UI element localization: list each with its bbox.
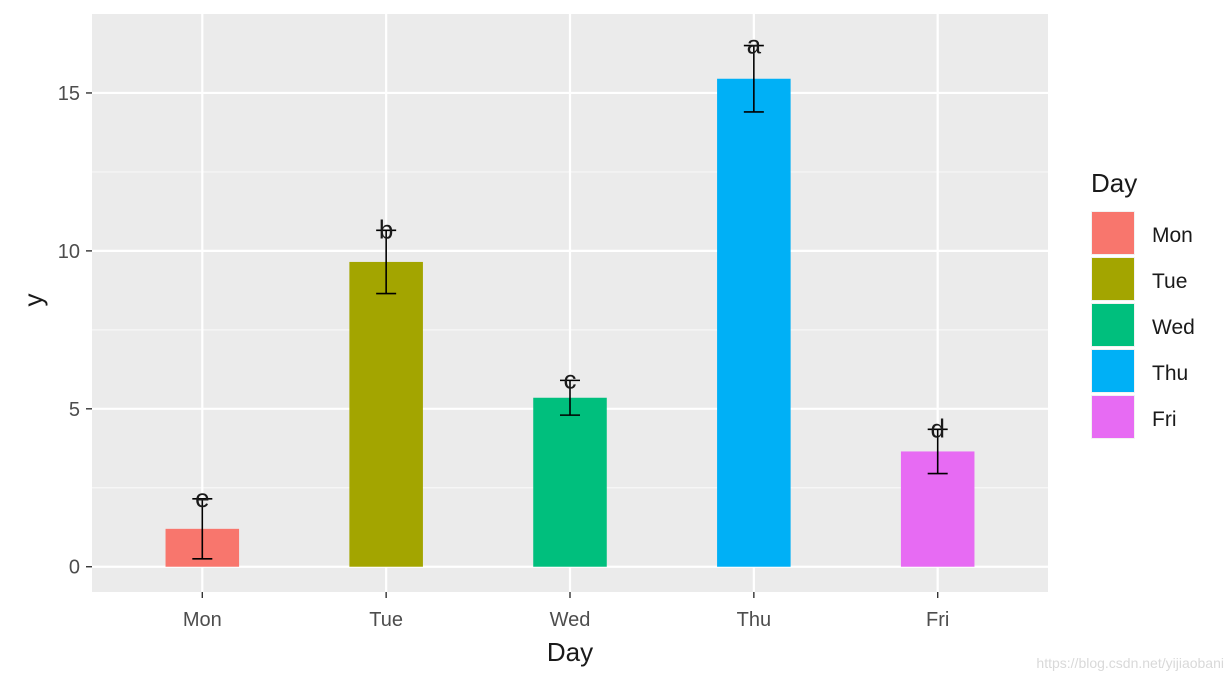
legend-item-wed: Wed <box>1091 303 1195 347</box>
legend-swatch <box>1092 396 1134 438</box>
legend-title: Day <box>1091 168 1137 198</box>
watermark: https://blog.csdn.net/yijiaobani <box>1036 655 1224 671</box>
x-axis: Mon Tue Wed Thu Fri <box>183 592 949 631</box>
error-bar <box>376 229 397 295</box>
legend-label: Mon <box>1152 224 1193 247</box>
significance-label: d <box>930 413 944 443</box>
legend: Day Mon Tue Wed Thu Fri <box>1091 168 1195 439</box>
bar-thu <box>717 78 791 567</box>
x-tick-label: Fri <box>926 609 949 631</box>
y-tick-label: 15 <box>58 83 80 105</box>
legend-item-thu: Thu <box>1091 349 1188 393</box>
y-axis: 0 5 10 15 <box>58 83 92 579</box>
legend-swatch <box>1092 350 1134 392</box>
legend-label: Fri <box>1152 408 1177 431</box>
legend-swatch <box>1092 212 1134 254</box>
error-bars <box>192 44 948 560</box>
y-axis-title: y <box>18 294 48 307</box>
y-tick-label: 5 <box>69 399 80 421</box>
legend-swatch <box>1092 258 1134 300</box>
y-tick-label: 0 <box>69 557 80 579</box>
legend-item-fri: Fri <box>1091 395 1177 439</box>
significance-label: c <box>564 364 577 394</box>
significance-labels: e b c a d <box>195 30 945 513</box>
significance-label: a <box>747 30 762 60</box>
legend-label: Wed <box>1152 316 1195 339</box>
x-tick-label: Thu <box>737 609 771 631</box>
significance-label: b <box>379 214 393 244</box>
legend-item-mon: Mon <box>1091 211 1193 255</box>
x-tick-label: Mon <box>183 609 222 631</box>
bars <box>165 78 975 567</box>
bar-tue <box>349 261 423 567</box>
error-bar <box>927 428 948 475</box>
error-bar <box>743 44 764 113</box>
x-axis-title: Day <box>547 637 593 667</box>
x-tick-label: Wed <box>550 609 591 631</box>
legend-label: Thu <box>1152 362 1188 385</box>
bar-wed <box>533 397 607 567</box>
error-bar <box>560 379 580 416</box>
legend-swatch <box>1092 304 1134 346</box>
legend-label: Tue <box>1152 270 1187 293</box>
x-tick-label: Tue <box>369 609 403 631</box>
error-bar <box>192 498 213 560</box>
significance-label: e <box>195 483 209 513</box>
legend-item-tue: Tue <box>1091 257 1187 301</box>
y-tick-label: 10 <box>58 241 80 263</box>
